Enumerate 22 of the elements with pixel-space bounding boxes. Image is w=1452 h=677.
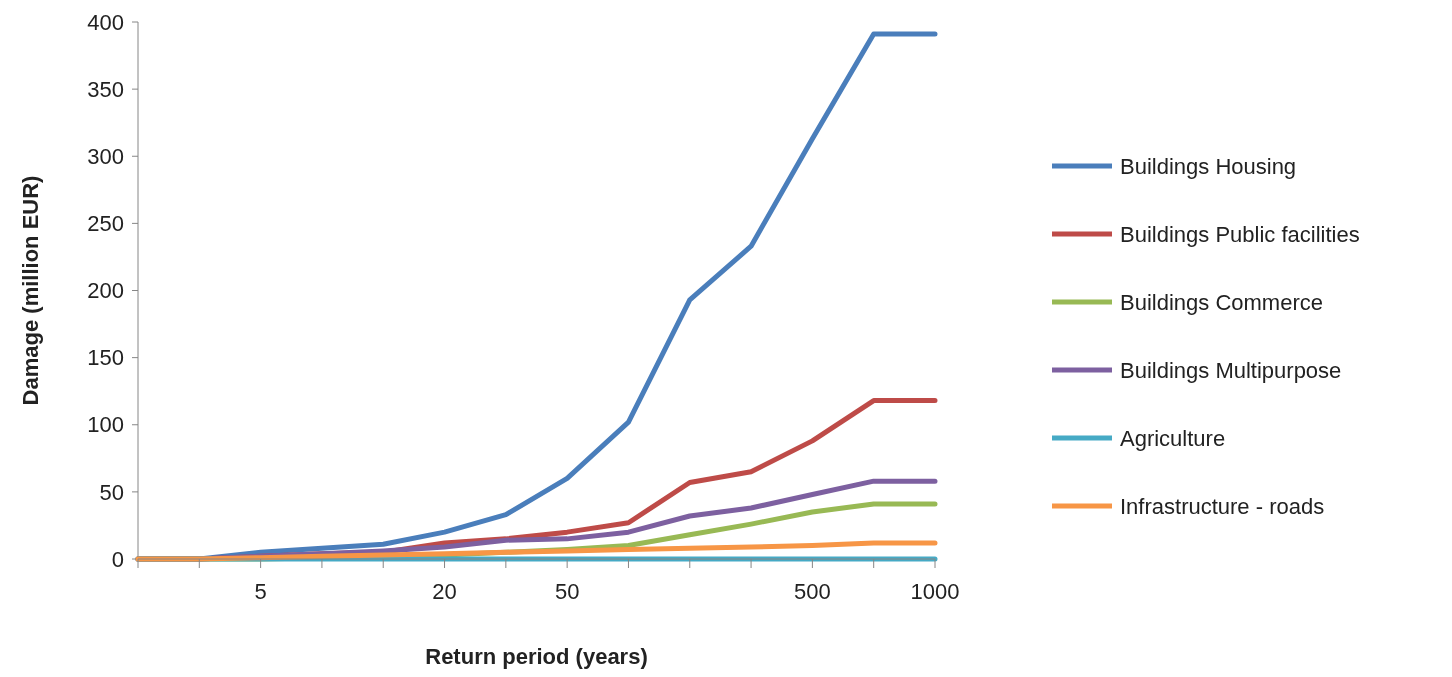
x-tick-label: 20 [432, 579, 457, 604]
y-tick-label: 300 [87, 143, 124, 169]
y-tick-label: 400 [87, 9, 124, 35]
y-tick-label: 200 [87, 278, 124, 304]
y-tick-label: 50 [99, 479, 124, 505]
y-tick-label: 350 [87, 76, 124, 102]
legend-label: Buildings Housing [1120, 153, 1297, 179]
legend-label: Agriculture [1120, 425, 1226, 451]
y-tick-label: 100 [87, 412, 124, 438]
x-tick-label: 5 [254, 579, 267, 604]
legend-label: Buildings Public facilities [1120, 221, 1360, 247]
y-tick-label: 250 [87, 211, 124, 237]
y-tick-label: 0 [111, 546, 124, 572]
y-axis-title: Damage (million EUR) [18, 175, 43, 406]
legend-label: Buildings Multipurpose [1120, 357, 1342, 383]
legend-label: Infrastructure - roads [1120, 493, 1325, 519]
x-axis-title: Return period (years) [425, 644, 648, 669]
x-tick-label: 500 [794, 579, 831, 604]
legend-label: Buildings Commerce [1120, 289, 1323, 315]
x-tick-label: 1000 [910, 579, 960, 604]
x-tick-label: 50 [554, 579, 580, 604]
y-tick-label: 150 [87, 345, 124, 371]
